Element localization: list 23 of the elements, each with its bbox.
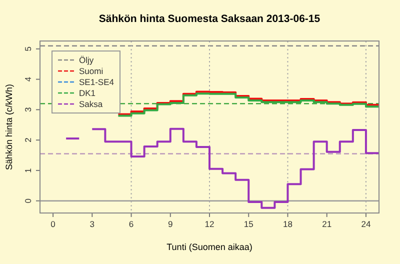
chart-title: Sähkön hinta Suomesta Saksaan 2013-06-15 [98, 13, 320, 25]
legend-label: Saksa [79, 99, 103, 109]
legend-label: SE1-SE4 [79, 77, 114, 87]
x-tick-label: 15 [244, 219, 254, 229]
y-tick-label: 3 [23, 107, 33, 112]
y-tick-label: 2 [23, 137, 33, 142]
legend-label: DK1 [79, 88, 96, 98]
x-tick-label: 18 [282, 219, 293, 229]
x-tick-label: 3 [90, 219, 95, 229]
y-tick-label: 1 [23, 168, 33, 173]
legend-label: Öljy [79, 55, 94, 65]
x-tick-label: 24 [361, 219, 371, 229]
y-tick-label: 5 [23, 46, 33, 52]
x-tick-label: 6 [128, 219, 134, 229]
x-tick-label: 21 [322, 219, 332, 229]
x-tick-label: 0 [50, 219, 56, 229]
y-tick-label: 4 [23, 76, 33, 82]
x-tick-label: 9 [168, 219, 174, 229]
x-axis-title: Tunti (Suomen aikaa) [166, 242, 252, 252]
y-axis-title: Sähkön hinta (c/kWh) [4, 84, 14, 170]
y-tick-label: 0 [23, 198, 33, 204]
x-tick-label: 12 [204, 219, 214, 229]
legend-label: Suomi [79, 66, 104, 76]
